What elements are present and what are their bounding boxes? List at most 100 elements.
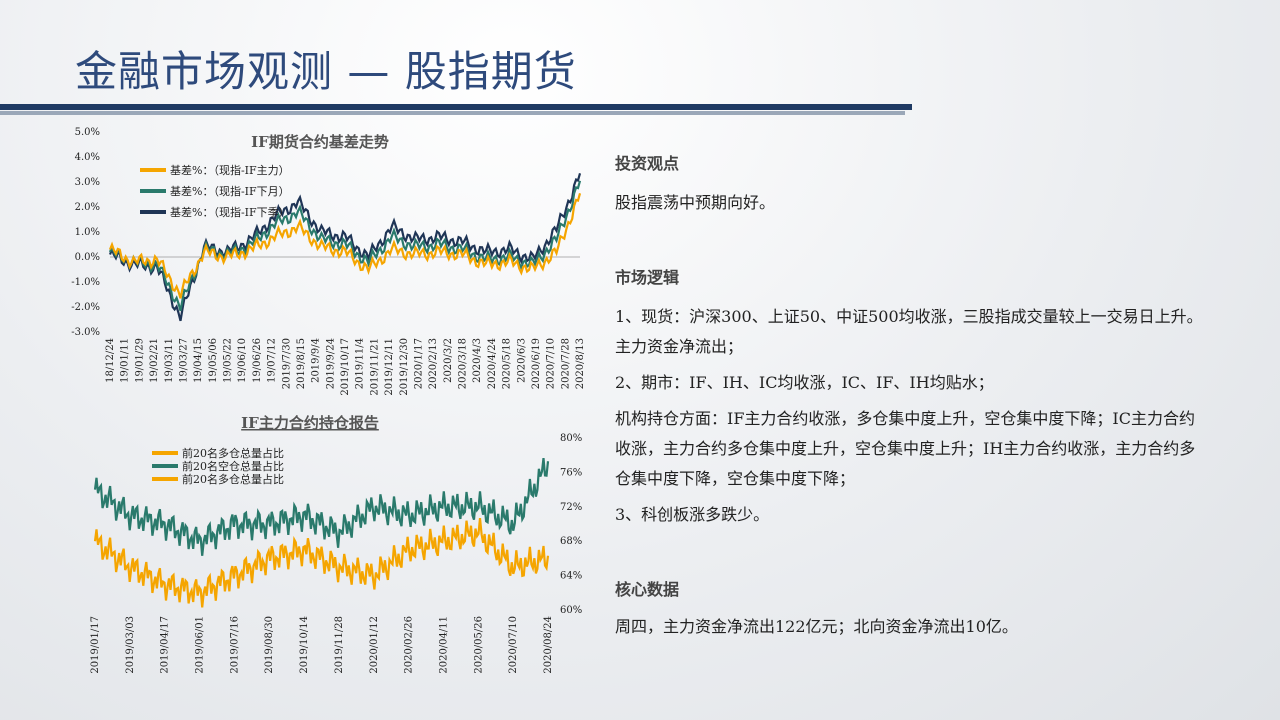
basis-legend-label: 基差%：（现指-IF下季）: [170, 205, 290, 219]
basis-y-tick: 0.0%: [75, 252, 100, 263]
position-x-tick: 2019/04/17: [160, 616, 171, 674]
basis-x-tick: 2019/11/21: [369, 338, 380, 396]
basis-chart: IF期货合约基差走势 5.0% 4.0% 3.0% 2.0% 1.0% 0.0% -1.0%…: [71, 127, 586, 396]
basis-x-tick: 2019/10/17: [340, 338, 351, 396]
position-x-tick: 2020/04/11: [438, 616, 449, 674]
logic-item-3: 3、科创板涨多跌少。: [615, 505, 770, 524]
position-chart-title: IF主力合约持仓报告: [241, 414, 379, 432]
basis-y-tick: 3.0%: [75, 177, 100, 188]
position-x-tick: 2020/02/26: [404, 616, 415, 674]
basis-y-tick: -2.0%: [71, 302, 100, 313]
logic-item-2: 2、期市：IF、IH、IC均收涨，IC、IF、IH均贴水；: [615, 373, 994, 392]
basis-y-tick: -1.0%: [71, 277, 100, 288]
position-series-line: [93, 457, 550, 556]
basis-x-tick: 2020/8/13: [575, 338, 586, 389]
basis-y-tick: 1.0%: [75, 227, 100, 238]
basis-series-line: [108, 193, 582, 299]
basis-x-tick: 2020/6/3: [516, 338, 527, 383]
basis-x-tick: 2019/9/24: [325, 338, 336, 389]
basis-legend-label: 基差%：（现指-IF主力）: [170, 163, 290, 177]
basis-chart-y-ticks: 5.0% 4.0% 3.0% 2.0% 1.0% 0.0% -1.0% -2.0% -3.0%: [71, 127, 100, 338]
analysis-panel: 投资观点 股指震荡中预期向好。 市场逻辑 1、现货：沪深300、上证50、中证5…: [615, 148, 1205, 642]
position-chart-y-ticks: 80% 76% 72% 68% 64% 60%: [560, 433, 582, 616]
section-heading-view: 投资观点: [615, 154, 680, 173]
title-band-dark: [0, 104, 912, 110]
position-x-tick: 2019/03/03: [125, 616, 136, 674]
logic-item-positions: 机构持仓方面：IF主力合约收涨，多仓集中度上升，空仓集中度下降；IC主力合约收涨…: [615, 409, 1196, 488]
view-text: 股指震荡中预期向好。: [615, 193, 776, 212]
position-y-tick: 76%: [560, 467, 582, 478]
position-x-tick: 2019/10/14: [299, 616, 310, 674]
position-y-tick: 72%: [560, 502, 582, 513]
basis-chart-x-ticks: 18/12/24 19/01/11 19/01/29 19/02/21 19/03/11…: [105, 338, 586, 396]
basis-x-tick: 2020/3/2: [443, 338, 454, 383]
basis-x-tick: 19/05/06: [208, 338, 219, 383]
basis-x-tick: 2019/7/30: [281, 338, 292, 389]
basis-chart-legend: 基差%：（现指-IF主力） 基差%：（现指-IF下月） 基差%：（现指-IF下季）: [140, 163, 290, 219]
basis-x-tick: 19/03/11: [164, 338, 175, 383]
basis-y-tick: 5.0%: [75, 127, 100, 138]
basis-x-tick: 2020/5/18: [502, 338, 513, 389]
position-x-tick: 2019/01/17: [90, 616, 101, 674]
title-band-light: [0, 111, 905, 115]
basis-x-tick: 2019/8/15: [296, 338, 307, 389]
position-x-tick: 2020/01/12: [369, 616, 380, 674]
basis-x-tick: 2020/7/28: [560, 338, 571, 389]
basis-x-tick: 2020/3/18: [458, 338, 469, 389]
basis-y-tick: 4.0%: [75, 152, 100, 163]
basis-x-tick: 2019/12/11: [384, 338, 395, 396]
basis-x-tick: 19/04/15: [193, 338, 204, 383]
position-x-tick: 2019/08/30: [264, 616, 275, 674]
basis-series-line: [108, 173, 582, 322]
section-heading-data: 核心数据: [615, 580, 680, 599]
position-chart: IF主力合约持仓报告 80% 76% 72% 68% 64% 60% 2019/01/17…: [90, 414, 582, 674]
position-legend-label: 前20名多仓总量占比: [182, 446, 284, 460]
title-band: [0, 104, 912, 116]
section-heading-logic: 市场逻辑: [615, 268, 680, 287]
logic-item-1: 1、现货：沪深300、上证50、中证500均收涨，三股指成交量较上一交易日上升。…: [615, 307, 1203, 356]
basis-x-tick: 19/07/12: [267, 338, 278, 383]
basis-legend-label: 基差%：（现指-IF下月）: [170, 184, 290, 198]
basis-x-tick: 19/01/11: [120, 338, 131, 383]
basis-x-tick: 18/12/24: [105, 338, 116, 383]
basis-x-tick: 19/05/22: [223, 338, 234, 383]
basis-x-tick: 2019/12/30: [399, 338, 410, 396]
position-x-tick: 2019/07/16: [229, 616, 240, 674]
basis-x-tick: 2020/7/10: [546, 338, 557, 389]
basis-x-tick: 2020/4/3: [472, 338, 483, 383]
position-x-tick: 2019/11/28: [334, 616, 345, 674]
basis-y-tick: 2.0%: [75, 202, 100, 213]
position-y-tick: 80%: [560, 433, 582, 444]
position-x-tick: 2020/07/10: [508, 616, 519, 674]
basis-series-line: [108, 180, 582, 312]
basis-x-tick: 2020/1/17: [413, 338, 424, 389]
basis-x-tick: 19/02/21: [149, 338, 160, 383]
position-chart-series: [93, 457, 550, 608]
basis-y-tick: -3.0%: [71, 327, 100, 338]
core-data-text: 周四，主力资金净流出122亿元；北向资金净流出10亿。: [615, 617, 1018, 636]
basis-x-tick: 2020/2/13: [428, 338, 439, 389]
position-y-tick: 60%: [560, 605, 582, 616]
position-y-tick: 64%: [560, 571, 582, 582]
basis-chart-title: IF期货合约基差走势: [251, 133, 389, 151]
position-x-tick: 2020/05/26: [473, 616, 484, 674]
basis-x-tick: 19/06/26: [252, 338, 263, 383]
basis-x-tick: 2019/9/4: [311, 338, 322, 383]
basis-x-tick: 2020/6/19: [531, 338, 542, 389]
position-legend-label: 前20名多仓总量占比: [182, 472, 284, 486]
basis-x-tick: 19/06/10: [237, 338, 248, 383]
basis-x-tick: 2019/11/4: [355, 338, 366, 389]
position-x-tick: 2019/06/01: [195, 616, 206, 674]
basis-x-tick: 19/03/27: [178, 338, 189, 383]
slide-title: 金融市场观测 — 股指期货: [75, 47, 577, 96]
position-legend-label: 前20名空仓总量占比: [182, 459, 284, 473]
basis-chart-series: [108, 173, 582, 322]
position-series-line: [93, 517, 550, 608]
position-x-tick: 2020/08/24: [543, 616, 554, 674]
basis-x-tick: 2020/4/24: [487, 338, 498, 389]
position-chart-x-ticks: 2019/01/17 2019/03/03 2019/04/17 2019/06/01…: [90, 616, 554, 674]
position-y-tick: 68%: [560, 536, 582, 547]
basis-x-tick: 19/01/29: [134, 338, 145, 383]
